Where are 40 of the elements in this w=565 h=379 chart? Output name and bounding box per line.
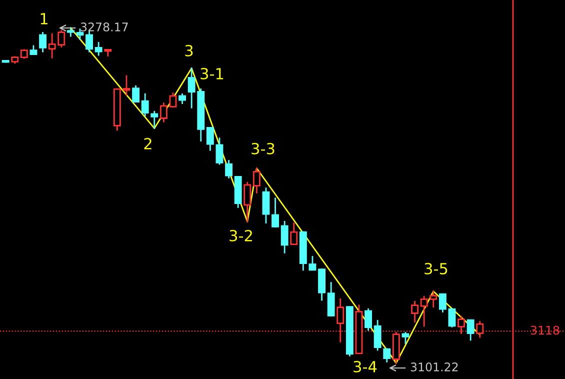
candlestick — [104, 49, 112, 56]
annotation: 3-3 — [252, 142, 274, 154]
candlestick — [466, 319, 474, 341]
candlestick — [216, 138, 224, 165]
candlestick — [160, 102, 168, 122]
annotation: 3101.22 — [410, 362, 458, 372]
candlestick — [308, 256, 316, 271]
annotation: 3-4 — [354, 360, 377, 372]
candlestick — [272, 198, 279, 228]
candlestick — [448, 308, 456, 328]
candlestick — [252, 168, 260, 194]
candlestick — [374, 320, 382, 351]
annotation: 3278.17 — [80, 22, 128, 32]
candlestick — [122, 75, 130, 96]
candlestick — [132, 85, 140, 102]
candlestick — [178, 94, 186, 104]
candlestick — [383, 348, 391, 362]
annotation: 2 — [144, 138, 152, 150]
candlestick — [327, 282, 335, 316]
candlestick — [364, 308, 372, 331]
candlestick — [262, 188, 270, 224]
ref-line-label: 3118 — [530, 326, 560, 335]
candlestick — [169, 92, 177, 108]
candlestick — [280, 220, 288, 254]
candlestick — [438, 293, 446, 312]
candlestick — [290, 222, 298, 246]
candlestick — [318, 268, 326, 301]
candlestick — [402, 332, 410, 344]
candlestick — [225, 160, 232, 178]
candlestick — [86, 31, 93, 52]
annotation: 3-2 — [230, 230, 252, 242]
annotation: 3-5 — [424, 262, 448, 274]
candlestick — [244, 182, 252, 222]
annotation: 3-1 — [200, 68, 224, 80]
candlestick — [411, 301, 418, 322]
annotation: 3 — [185, 44, 193, 56]
candlestick — [206, 127, 214, 151]
candlestick — [39, 32, 46, 52]
candlestick — [94, 42, 102, 56]
text: 1 — [40, 13, 48, 24]
